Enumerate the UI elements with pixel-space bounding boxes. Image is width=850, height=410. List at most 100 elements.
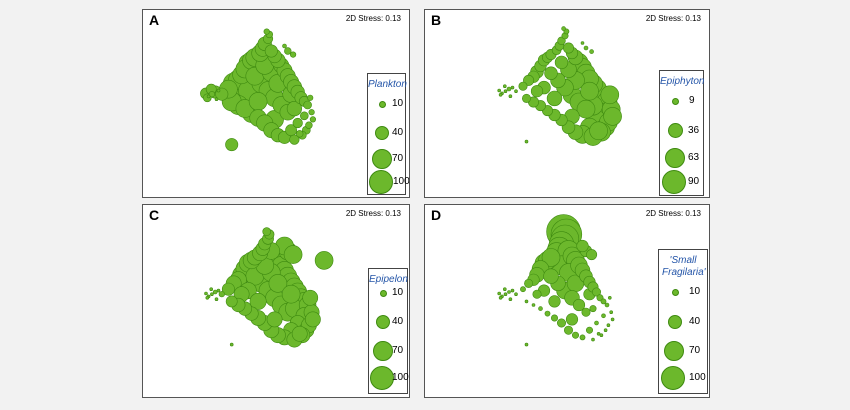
data-bubble [286,100,302,117]
data-bubble [212,289,218,295]
data-bubble [544,310,551,317]
data-bubble [248,92,268,111]
data-bubble [229,342,234,347]
legend-value: 70 [392,345,404,356]
data-bubble [282,43,287,49]
data-bubble [518,81,528,91]
panel-c-legend: Epipelon 10 40 70 100 [368,268,409,394]
data-bubble [530,85,544,98]
data-bubble [589,49,594,54]
data-bubble [599,333,604,337]
legend-value: 10 [392,98,404,109]
data-bubble [603,328,608,332]
data-bubble [606,323,611,327]
data-bubble [609,310,613,314]
data-bubble [266,311,283,328]
data-bubble [548,295,561,308]
data-bubble [596,332,601,336]
data-bubble [214,97,219,101]
data-bubble [604,302,610,308]
panel-c-legend-title: Epipelon [369,274,408,285]
data-bubble [204,291,208,296]
data-bubble [216,288,221,293]
data-bubble [210,292,214,296]
data-bubble [608,296,612,300]
data-bubble [292,117,303,129]
data-bubble [594,320,599,326]
data-bubble [563,42,575,54]
legend-value: 9 [689,95,695,106]
data-bubble [302,289,319,306]
data-bubble [307,94,314,101]
data-bubble [281,284,301,304]
panel-d: D 2D Stress: 0.13 'Small Fragilaria' 10 … [424,204,710,398]
data-bubble [538,306,543,311]
legend-value: 40 [392,127,404,138]
data-bubble [601,313,606,319]
data-bubble [541,248,561,267]
data-bubble [524,139,529,144]
data-bubble [300,111,309,121]
data-bubble [497,88,501,93]
data-bubble [600,85,620,105]
data-bubble [289,134,300,145]
data-bubble [216,88,221,93]
data-bubble [503,292,508,296]
legend-bubble [664,341,684,361]
data-bubble [249,292,267,310]
data-bubble [610,317,615,322]
legend-value: 63 [688,152,700,163]
data-bubble [551,314,559,322]
data-bubble [283,245,303,264]
data-bubble [576,99,596,119]
legend-bubble [369,170,393,194]
legend-bubble [665,148,685,168]
data-bubble [503,89,508,93]
panel-d-legend-title: 'Small Fragilaria' [662,255,706,278]
legend-bubble [661,366,685,390]
panel-b-legend: Epiphyton 9 36 63 90 [659,70,704,196]
legend-bubble [376,315,390,329]
data-bubble [565,313,579,326]
data-bubble [591,337,595,342]
legend-value: 10 [392,287,404,298]
data-bubble [498,296,503,300]
data-bubble [581,307,591,317]
data-bubble [520,286,526,293]
data-bubble [572,331,580,339]
legend-bubble [370,366,394,390]
data-bubble [503,287,507,291]
data-bubble [564,325,574,335]
data-bubble [218,291,225,298]
data-bubble [503,84,507,88]
panel-b-legend-title: Epiphyton [660,76,705,87]
legend-bubble [379,101,386,108]
legend-bubble [672,98,679,105]
legend-value: 90 [688,176,700,187]
data-bubble [268,274,288,293]
data-bubble [214,297,219,301]
data-bubble [506,86,512,92]
data-bubble [263,28,270,35]
data-bubble [314,251,334,270]
data-bubble [303,100,312,110]
data-bubble [290,51,297,58]
data-bubble [308,109,315,116]
data-bubble [514,89,518,93]
data-bubble [583,45,589,51]
legend-bubble [668,315,682,329]
panel-c-stress-label: 2D Stress: 0.13 [345,209,401,218]
legend-value: 40 [392,316,404,327]
panel-d-legend: 'Small Fragilaria' 10 40 70 100 [658,249,708,394]
data-bubble [580,41,585,45]
data-bubble [589,305,597,313]
data-bubble [592,287,602,297]
data-bubble [544,66,558,80]
data-bubble [208,91,215,98]
panel-a-legend-title: Plankton [368,79,407,90]
data-bubble [209,287,213,291]
data-bubble [507,290,511,294]
legend-value: 70 [392,153,404,164]
data-bubble [524,299,529,304]
data-bubble [305,121,313,129]
